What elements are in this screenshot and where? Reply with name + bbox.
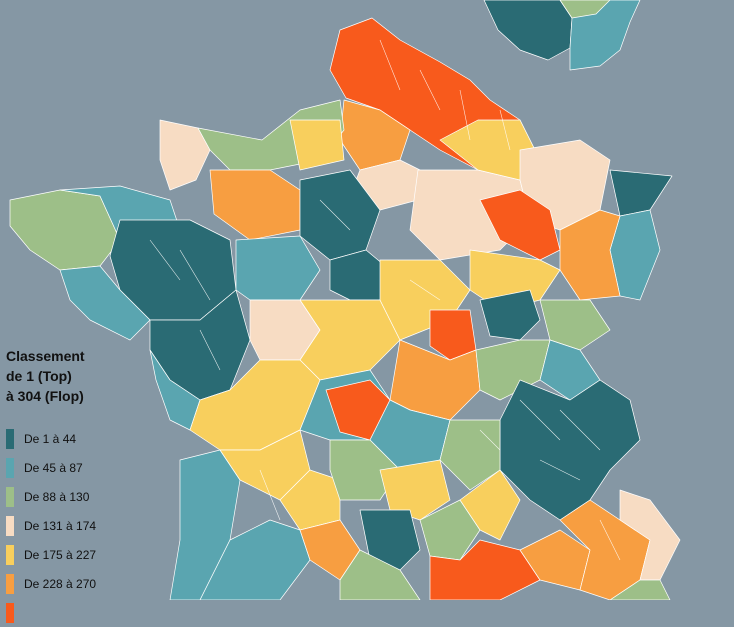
legend-swatch: [6, 486, 14, 507]
zone-correze: [329, 439, 401, 501]
zone-centre: [299, 299, 401, 381]
legend-item: De 88 à 130: [6, 482, 136, 511]
legend-title-line-1: Classement: [6, 348, 85, 364]
zone-jura: [539, 299, 611, 351]
legend-item-cropped: [6, 598, 136, 627]
legend-title-line-2: de 1 (Top): [6, 368, 72, 384]
legend-swatch: [6, 544, 14, 565]
zone-bretagne-south: [59, 265, 151, 341]
legend-swatch: [6, 515, 14, 536]
legend-item: De 175 à 227: [6, 540, 136, 569]
legend-label: De 45 à 87: [24, 460, 83, 475]
legend-label: De 175 à 227: [24, 547, 97, 562]
legend-title-line-3: à 304 (Flop): [6, 388, 84, 404]
neighbor-region-north: [559, 0, 611, 19]
zone-sarthe: [235, 235, 321, 301]
zone-normandie-south: [209, 169, 301, 241]
internal-borders: [149, 39, 621, 561]
zone-vosges: [559, 209, 621, 301]
legend-item: De 1 à 44: [6, 424, 136, 453]
legend-item: De 45 à 87: [6, 453, 136, 482]
legend-swatch: [6, 573, 14, 594]
neighbor-region-east: [559, 0, 641, 71]
zone-eure: [289, 119, 345, 171]
legend-label: De 131 à 174: [24, 518, 97, 533]
zone-loire: [439, 419, 501, 491]
zone-aveyron: [359, 509, 421, 571]
legend-label: De 88 à 130: [24, 489, 90, 504]
legend-label: De 1 à 44: [24, 431, 77, 446]
legend-items: De 1 à 44 De 45 à 87 De 88 à 130 De 131 à 1…: [6, 424, 136, 627]
zone-cote-dor: [479, 289, 541, 341]
zone-lozere: [419, 499, 481, 561]
legend-item: De 131 à 174: [6, 511, 136, 540]
zone-cantal: [379, 459, 451, 521]
legend-swatch: [6, 602, 14, 623]
legend-swatch: [6, 457, 14, 478]
legend-label: De 228 à 270: [24, 576, 97, 591]
legend-item: De 228 à 270: [6, 569, 136, 598]
legend-title: Classement de 1 (Top) à 304 (Flop): [6, 346, 136, 406]
legend-swatch: [6, 428, 14, 449]
choropleth-map: [9, 0, 681, 600]
zone-tarn: [339, 549, 421, 600]
neighbor-region-belgium: [483, 0, 573, 61]
zone-ardeche: [459, 469, 521, 541]
zone-var: [609, 579, 671, 600]
zone-alsace-north: [609, 169, 673, 217]
map-legend: Classement de 1 (Top) à 304 (Flop) De 1 …: [6, 346, 136, 627]
